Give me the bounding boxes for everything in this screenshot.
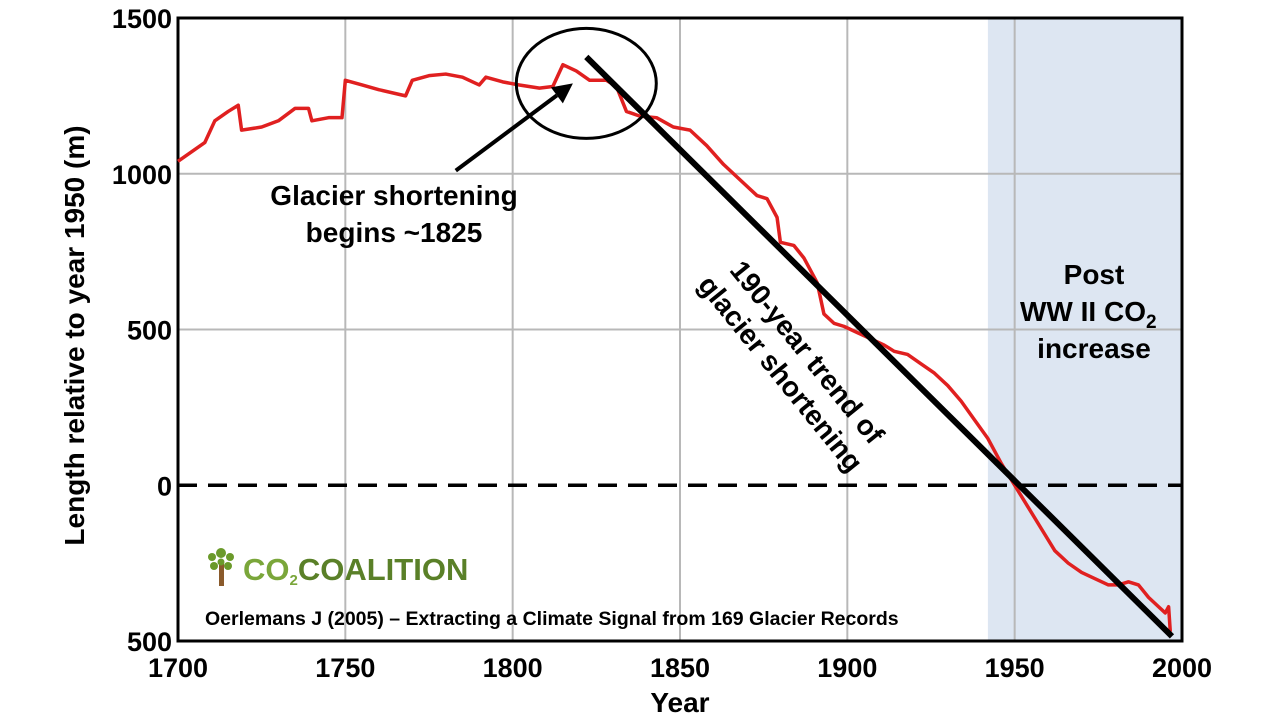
x-tick-label: 1900 <box>817 653 877 683</box>
shortening-begins-line1: Glacier shortening <box>270 180 517 211</box>
annotation-arrow-shaft <box>454 93 559 173</box>
logo-prefix: CO <box>243 552 290 587</box>
shortening-begins-line2: begins ~1825 <box>306 217 483 248</box>
annotation-arrow-head <box>550 83 573 104</box>
co2-coalition-logo: CO2COALITION <box>208 548 468 589</box>
x-tick-label: 1950 <box>985 653 1045 683</box>
x-tick-label: 1850 <box>650 653 710 683</box>
post-ww2-label-subscript: 2 <box>1146 312 1157 333</box>
x-tick-label: 1800 <box>483 653 543 683</box>
x-tick-label: 2000 <box>1152 653 1212 683</box>
svg-text:CO2COALITION: CO2COALITION <box>243 552 468 589</box>
y-tick-label: 0 <box>157 471 172 501</box>
plot-frame <box>176 16 1184 643</box>
x-tick-label: 1750 <box>315 653 375 683</box>
y-axis-title: Length relative to year 1950 (m) <box>59 125 90 545</box>
logo-suffix: COALITION <box>298 552 469 587</box>
post-ww2-label-line2: WW II CO <box>1020 296 1146 327</box>
post-ww2-label-line1: Post <box>1064 259 1125 290</box>
y-tick-label: 1500 <box>112 4 172 34</box>
logo-subscript: 2 <box>290 572 298 589</box>
shortening-begins-annotation: Glacier shortening begins ~1825 <box>270 180 517 248</box>
x-tick-label: 1700 <box>148 653 208 683</box>
shortening-start-circle <box>514 26 658 140</box>
y-tick-label: 500 <box>127 316 172 346</box>
source-citation: Oerlemans J (2005) – Extracting a Climat… <box>205 608 899 630</box>
post-ww2-label: Post WW II CO2 increase <box>1020 259 1157 364</box>
tree-icon <box>208 548 234 586</box>
y-tick-label: 500 <box>127 627 172 657</box>
trend-line <box>584 54 1175 639</box>
trend-annotation: 190-year trend of glacier shortening <box>692 255 890 478</box>
svg-text:WW II CO2: WW II CO2 <box>1020 296 1157 333</box>
y-tick-label: 1000 <box>112 160 172 190</box>
glacier-length-line <box>176 62 1173 632</box>
x-axis-title: Year <box>650 687 709 718</box>
post-ww2-label-line3: increase <box>1037 333 1151 364</box>
